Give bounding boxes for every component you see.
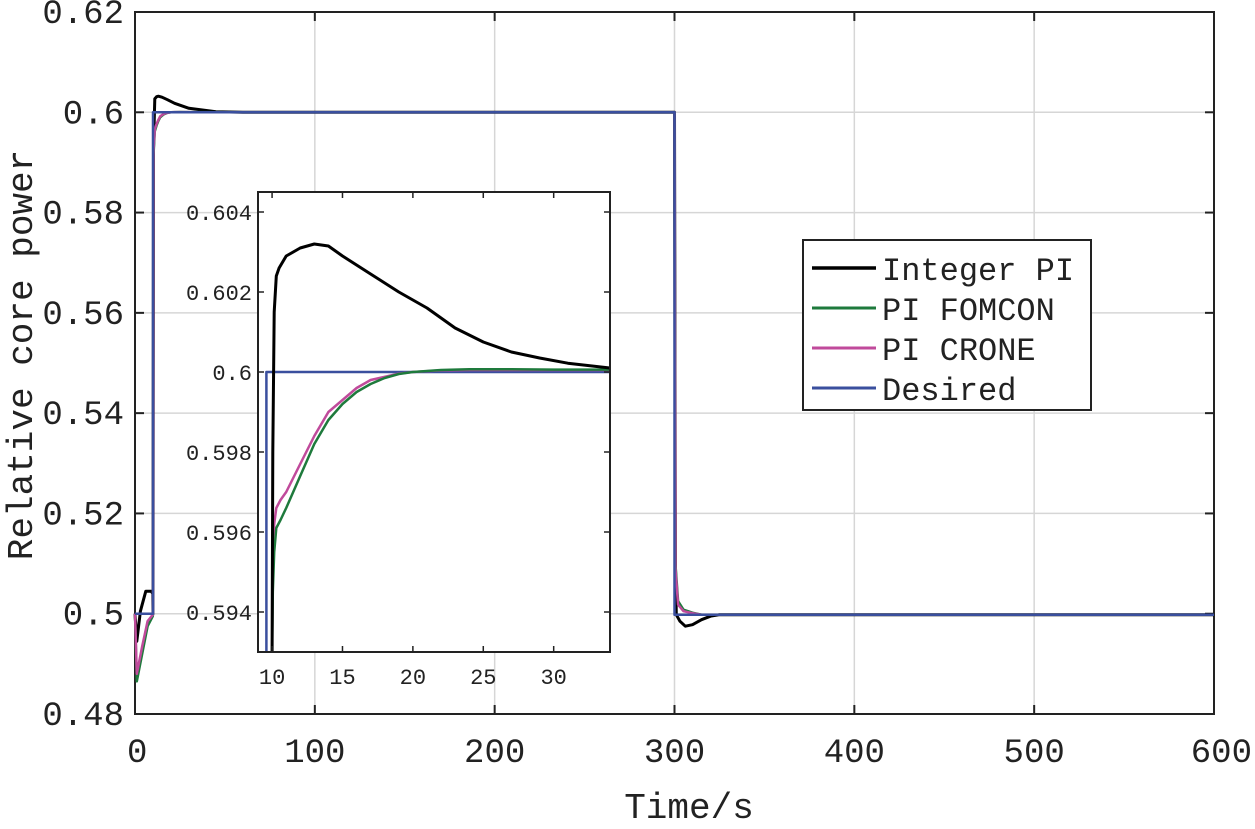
inset-y-tick-label: 0.602 <box>186 282 252 307</box>
inset-y-tick-label: 0.6 <box>212 362 252 387</box>
legend-label-desired: Desired <box>882 373 1016 410</box>
inset-axes: 10 15 20 25 30 0.594 0.596 0.598 0.6 0.602 0.604 <box>186 191 611 691</box>
inset-x-tick-label: 20 <box>400 666 426 691</box>
inset-background <box>258 192 610 652</box>
y-axis-label: Relative core power <box>2 150 43 560</box>
legend-label-pi-fomcon: PI FOMCON <box>882 293 1055 330</box>
y-tick-label: 0.56 <box>42 297 124 335</box>
inset-y-tick-label: 0.604 <box>186 202 252 227</box>
inset-x-tick-label: 30 <box>540 666 566 691</box>
inset-y-tick-label: 0.594 <box>186 602 252 627</box>
y-tick-label: 0.5 <box>63 598 124 636</box>
inset-x-tick-label: 10 <box>259 666 285 691</box>
x-tick-label: 100 <box>284 735 345 773</box>
inset-series-line-pi-fomcon <box>270 367 610 652</box>
inset-series-group <box>265 242 610 652</box>
x-tick-label: 600 <box>1191 735 1252 773</box>
y-tick-label: 0.58 <box>42 197 124 235</box>
inset-plot-frame <box>257 191 611 653</box>
main-ticks: 0 100 200 300 400 500 600 0.48 0.5 0.52 0.54 0.56 0.… <box>42 0 1252 773</box>
inset-y-tick-label: 0.598 <box>186 442 252 467</box>
legend-label-pi-crone: PI CRONE <box>882 333 1036 370</box>
inset-series-line-integer-pi <box>270 242 610 652</box>
inset-ticks: 10 15 20 25 30 0.594 0.596 0.598 0.6 0.602 0.604 <box>186 192 610 691</box>
y-tick-label: 0.6 <box>63 96 124 134</box>
inset-y-tick-label: 0.596 <box>186 522 252 547</box>
x-tick-label: 400 <box>824 735 885 773</box>
legend-label-integer-pi: Integer PI <box>882 253 1074 290</box>
inset-x-tick-label: 15 <box>329 666 355 691</box>
x-axis-label: Time/s <box>624 788 754 829</box>
series-line-desired <box>135 111 1214 616</box>
y-tick-label: 0.62 <box>42 0 124 34</box>
x-tick-label: 300 <box>644 735 705 773</box>
y-tick-label: 0.54 <box>42 397 124 435</box>
inset-series-line-desired <box>265 370 610 652</box>
x-tick-label: 200 <box>464 735 525 773</box>
y-tick-label: 0.52 <box>42 497 124 535</box>
x-tick-label: 500 <box>1004 735 1065 773</box>
y-tick-label: 0.48 <box>42 698 124 736</box>
main-series-group <box>133 94 1214 683</box>
inset-x-tick-label: 25 <box>470 666 496 691</box>
x-tick-label: 0 <box>127 735 147 773</box>
